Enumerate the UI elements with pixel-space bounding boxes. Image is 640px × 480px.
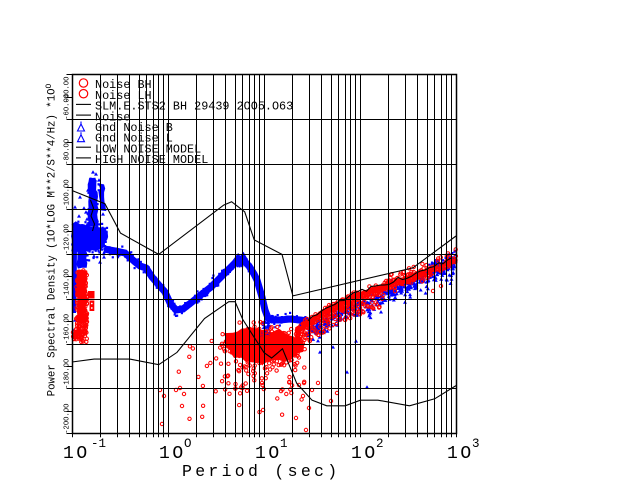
svg-text:1O: 1O [255, 444, 282, 464]
svg-text:1O: 1O [447, 444, 474, 464]
svg-text:-18O.OO: -18O.OO [64, 359, 72, 389]
svg-text:-6O.OO: -6O.OO [64, 94, 72, 120]
svg-text:HIGH NOISE MODEL: HIGH NOISE MODEL [95, 153, 208, 167]
svg-text:-12O.OO: -12O.OO [64, 224, 72, 254]
svg-text:SLM.E.STS2 BH 29439 2OO5.O63: SLM.E.STS2 BH 29439 2OO5.O63 [95, 100, 293, 114]
svg-text:Period (sec): Period (sec) [182, 462, 340, 480]
svg-text:Noise BH: Noise BH [95, 78, 152, 92]
svg-text:-4O.OO: -4O.OO [64, 77, 72, 103]
svg-text:-8O.OO: -8O.OO [64, 139, 72, 165]
svg-text:Power Spectral Density (1O*LOG: Power Spectral Density (1O*LOG M**2/S**4… [45, 83, 59, 396]
svg-text:-1: -1 [91, 437, 106, 451]
svg-text:Gnd Noise B: Gnd Noise B [95, 121, 173, 135]
svg-text:2: 2 [376, 437, 384, 451]
svg-text:1O: 1O [63, 444, 90, 464]
svg-text:1: 1 [280, 437, 288, 451]
svg-text:-1OO.OO: -1OO.OO [64, 179, 72, 209]
svg-text:-14O.OO: -14O.OO [64, 269, 72, 299]
svg-text:Gnd Noise L: Gnd Noise L [95, 132, 173, 146]
svg-text:O: O [184, 437, 192, 451]
svg-text:Noise: Noise [95, 110, 130, 124]
svg-text:Noise LH: Noise LH [95, 89, 152, 103]
svg-text:1O: 1O [159, 444, 186, 464]
svg-text:1O: 1O [351, 444, 378, 464]
svg-text:LOW NOISE MODEL: LOW NOISE MODEL [95, 142, 201, 156]
svg-text:3: 3 [472, 437, 480, 451]
svg-text:-16O.OO: -16O.OO [64, 314, 72, 344]
svg-text:-2OO.OO: -2OO.OO [64, 404, 72, 434]
